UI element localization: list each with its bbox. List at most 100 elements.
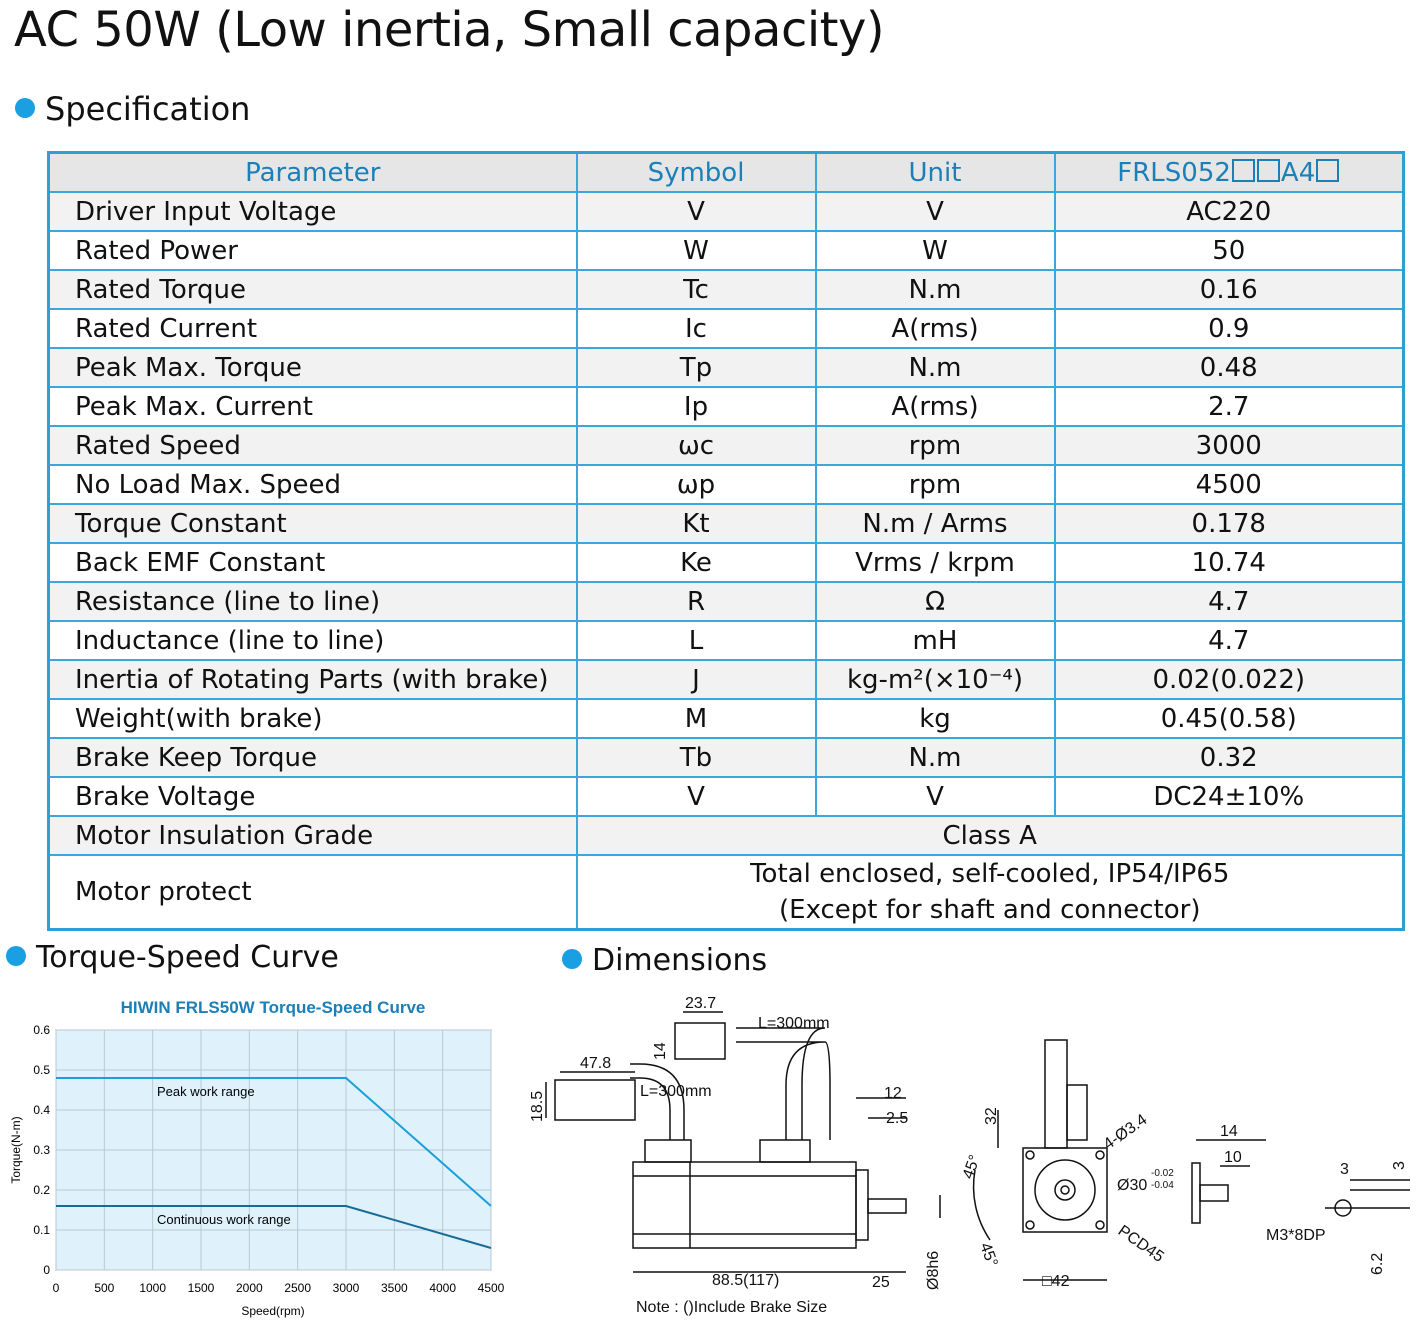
cell-value: 0.48 bbox=[1053, 347, 1405, 388]
x-tick-label: 3500 bbox=[381, 1281, 408, 1295]
spec-table: Parameter Symbol Unit FRLS052 A4 Driver I… bbox=[47, 151, 1405, 931]
cell-unit: kg-m²(×10⁻⁴) bbox=[814, 659, 1056, 700]
cell-unit: N.m bbox=[814, 347, 1056, 388]
cell-unit: mH bbox=[814, 620, 1056, 661]
series-label-1: Continuous work range bbox=[157, 1212, 291, 1227]
cell-param: No Load Max. Speed bbox=[47, 464, 578, 505]
series-label-0: Peak work range bbox=[157, 1084, 255, 1099]
series-line-0 bbox=[56, 1077, 492, 1207]
dimension-labels: 23.7 L=300mm 14 47.8 L=300mm 18.5 12 2.5… bbox=[529, 995, 1408, 1316]
dim-key-10: 10 bbox=[1224, 1149, 1242, 1166]
cell-symbol: Tb bbox=[575, 737, 817, 778]
dim-6-2: 6.2 bbox=[1369, 1253, 1386, 1275]
connector-plug-left bbox=[554, 1079, 636, 1121]
cell-param: Torque Constant bbox=[47, 503, 578, 544]
cell-param: Peak Max. Torque bbox=[47, 347, 578, 388]
motor-body bbox=[632, 1161, 857, 1249]
cell-symbol: V bbox=[575, 776, 817, 817]
torque-speed-heading: Torque-Speed Curve bbox=[6, 940, 339, 975]
dim-pcd: PCD45 bbox=[1115, 1222, 1167, 1266]
cell-value: 4.7 bbox=[1053, 620, 1405, 661]
cell-value: 0.45(0.58) bbox=[1053, 698, 1405, 739]
y-tick-label: 0.4 bbox=[33, 1103, 50, 1117]
dim-flange: □42 bbox=[1042, 1273, 1070, 1290]
cell-symbol: W bbox=[575, 230, 817, 271]
cell-value: 0.02(0.022) bbox=[1053, 659, 1405, 700]
y-tick-label: 0.6 bbox=[33, 1023, 50, 1037]
cell-value: AC220 bbox=[1053, 191, 1405, 232]
cell-param: Inertia of Rotating Parts (with brake) bbox=[47, 659, 578, 700]
cell-param: Motor Insulation Grade bbox=[47, 815, 578, 856]
dim-3b: 3 bbox=[1391, 1161, 1408, 1170]
cell-unit: Ω bbox=[814, 581, 1056, 622]
table-row: Motor Insulation Grade Class A bbox=[47, 815, 1405, 856]
table-row: Back EMF Constant Ke Vrms / krpm 10.74 bbox=[47, 542, 1405, 583]
dim-key-14: 14 bbox=[1220, 1123, 1238, 1140]
cell-param: Brake Keep Torque bbox=[47, 737, 578, 778]
y-tick-label: 0.1 bbox=[33, 1223, 50, 1237]
cell-symbol: Ip bbox=[575, 386, 817, 427]
y-tick-label: 0.2 bbox=[33, 1183, 50, 1197]
x-tick-label: 4500 bbox=[478, 1281, 505, 1295]
y-tick-label: 0.5 bbox=[33, 1063, 50, 1077]
cell-value: 3000 bbox=[1053, 425, 1405, 466]
cell-symbol: Kt bbox=[575, 503, 817, 544]
cell-param: Brake Voltage bbox=[47, 776, 578, 817]
table-header-row: Parameter Symbol Unit FRLS052 A4 bbox=[47, 151, 1405, 193]
dim-14: 14 bbox=[652, 1042, 669, 1060]
cell-value: Total enclosed, self-cooled, IP54/IP65 (E… bbox=[575, 854, 1405, 931]
cell-unit: Vrms / krpm bbox=[814, 542, 1056, 583]
dim-tap: M3*8DP bbox=[1266, 1227, 1326, 1244]
cell-value: 0.32 bbox=[1053, 737, 1405, 778]
cell-param: Weight(with brake) bbox=[47, 698, 578, 739]
dim-cable-left: L=300mm bbox=[640, 1083, 712, 1100]
y-tick-label: 0.3 bbox=[33, 1143, 50, 1157]
cell-unit: V bbox=[814, 191, 1056, 232]
dim-23-7: 23.7 bbox=[685, 995, 716, 1012]
series-line-1 bbox=[56, 1205, 492, 1249]
cell-value: DC24±10% bbox=[1053, 776, 1405, 817]
dim-holes: 4-Ø3.4 bbox=[1101, 1111, 1151, 1153]
cell-unit: rpm bbox=[814, 464, 1056, 505]
cell-value: 4500 bbox=[1053, 464, 1405, 505]
dim-length: 88.5(117) bbox=[712, 1272, 779, 1289]
header-parameter: Parameter bbox=[47, 151, 578, 193]
motor-shaft bbox=[867, 1198, 907, 1214]
cell-symbol: Tc bbox=[575, 269, 817, 310]
header-model: FRLS052 A4 bbox=[1053, 151, 1405, 193]
protect-line-1: Total enclosed, self-cooled, IP54/IP65 bbox=[750, 859, 1230, 889]
y-tick-label: 0 bbox=[43, 1263, 50, 1277]
protect-line-2: (Except for shaft and connector) bbox=[779, 895, 1201, 925]
bullet-dot-icon bbox=[15, 98, 35, 118]
placeholder-box-icon bbox=[1256, 158, 1280, 182]
cell-unit: rpm bbox=[814, 425, 1056, 466]
cell-value: 4.7 bbox=[1053, 581, 1405, 622]
dimensions-heading: Dimensions bbox=[562, 943, 767, 978]
cell-unit: N.m / Arms bbox=[814, 503, 1056, 544]
bullet-dot-icon bbox=[562, 948, 582, 969]
torque-speed-label: Torque-Speed Curve bbox=[36, 940, 339, 975]
x-tick-label: 0 bbox=[53, 1281, 60, 1295]
table-row: Torque Constant Kt N.m / Arms 0.178 bbox=[47, 503, 1405, 544]
cell-param: Back EMF Constant bbox=[47, 542, 578, 583]
cell-symbol: ωc bbox=[575, 425, 817, 466]
dim-45-top: 45° bbox=[960, 1153, 984, 1182]
table-row: Rated Power W W 50 bbox=[47, 230, 1405, 271]
dim-tol-down: -0.04 bbox=[1151, 1180, 1174, 1191]
cell-param: Motor protect bbox=[47, 854, 578, 931]
cell-unit: A(rms) bbox=[814, 386, 1056, 427]
cell-param: Peak Max. Current bbox=[47, 386, 578, 427]
dim-47-8: 47.8 bbox=[580, 1055, 611, 1072]
cell-param: Rated Current bbox=[47, 308, 578, 349]
dim-pilot: Ø30 bbox=[1117, 1177, 1147, 1194]
cell-symbol: L bbox=[575, 620, 817, 661]
table-row: Rated Current Ic A(rms) 0.9 bbox=[47, 308, 1405, 349]
page-title: AC 50W (Low inertia, Small capacity) bbox=[14, 2, 885, 58]
dim-shaft-length: 25 bbox=[872, 1274, 890, 1291]
cell-value: 0.178 bbox=[1053, 503, 1405, 544]
cell-unit: W bbox=[814, 230, 1056, 271]
cell-unit: V bbox=[814, 776, 1056, 817]
table-row: Peak Max. Current Ip A(rms) 2.7 bbox=[47, 386, 1405, 427]
